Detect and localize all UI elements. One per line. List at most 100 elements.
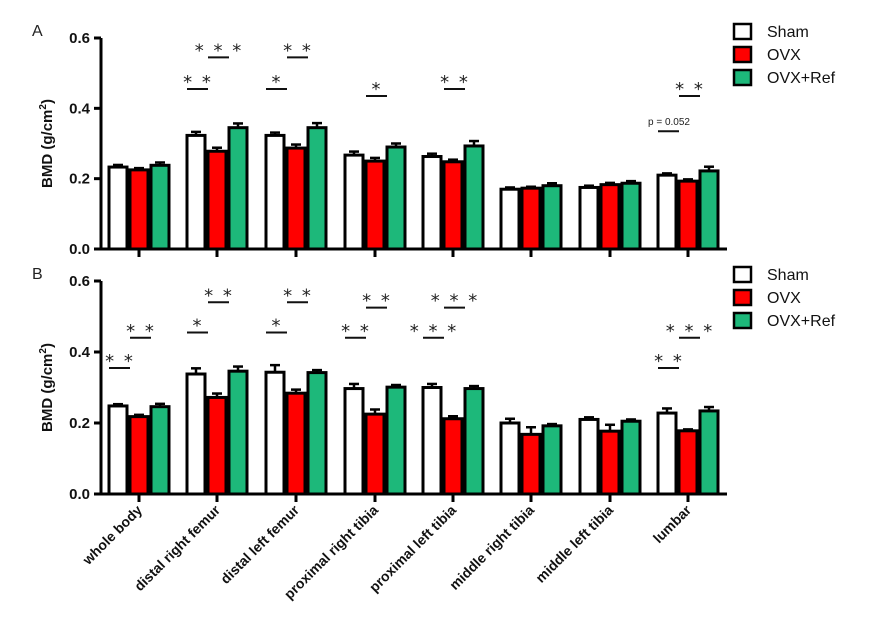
significance-stars: * * * [666, 321, 714, 342]
bar-ovx-ref [541, 424, 563, 496]
bar-ovx-ref [149, 163, 171, 251]
bar-sham [107, 404, 129, 496]
legend-swatch [732, 45, 753, 64]
bar-ovx [442, 417, 464, 496]
bar-ovx [206, 149, 228, 251]
y-tick-label: 0.0 [69, 241, 90, 258]
bar-ovx [677, 179, 699, 251]
legend-swatch [732, 265, 753, 284]
bar-sham [578, 417, 600, 496]
legend: Sham OVX OVX+Ref [732, 265, 836, 330]
significance-stars: * [272, 72, 283, 93]
bar-ovx-ref [227, 369, 249, 496]
y-axis-label-end: ) [39, 343, 56, 348]
bar-ovx-ref [385, 145, 407, 251]
bar-sham [343, 387, 365, 496]
bar-ovx-ref [698, 169, 720, 251]
significance-stars: * * [362, 291, 392, 312]
panel-label: B [32, 266, 43, 283]
significance-stars: * [193, 315, 204, 336]
significance-stars: * * [283, 285, 313, 306]
bar-sham [107, 165, 129, 251]
significance-stars: * * [183, 72, 213, 93]
significance-stars: * * [654, 351, 684, 372]
bar-ovx-ref [698, 409, 720, 496]
x-tick-label: whole body [79, 502, 146, 569]
bar-ovx [128, 415, 150, 496]
legend-label: OVX [767, 290, 801, 307]
legend-label: Sham [767, 24, 809, 41]
significance-stars: * * * [410, 321, 458, 342]
x-tick-label: lumbar [650, 501, 695, 546]
bar-ovx [285, 391, 307, 496]
significance-stars: * [272, 315, 283, 336]
significance-stars: * * [440, 72, 470, 93]
bar-ovx-ref [463, 144, 485, 251]
bar-ovx-ref [227, 126, 249, 251]
bar-ovx [364, 412, 386, 496]
bar-ovx [599, 429, 621, 496]
bar-ovx-ref [306, 126, 328, 251]
bar-ovx-ref [620, 419, 642, 496]
bar-ovx [364, 159, 386, 251]
y-tick-label: 0.4 [69, 344, 91, 361]
bar-sham [499, 187, 521, 251]
bar-ovx [206, 395, 228, 496]
x-tick-label: distal right femur [131, 501, 224, 594]
legend-label: Sham [767, 267, 809, 284]
y-axis-label: BMD (g/cm2) [38, 99, 56, 188]
bar-sham [264, 133, 286, 251]
bar-ovx-ref [306, 371, 328, 496]
y-tick-label: 0.6 [69, 30, 90, 47]
y-tick-label: 0.0 [69, 486, 90, 503]
p-value-label: p = 0.052 [648, 117, 690, 128]
y-tick-label: 0.2 [69, 171, 90, 188]
significance-stars: * * [126, 321, 156, 342]
significance-stars: * * * [431, 291, 479, 312]
panel-label: A [32, 23, 43, 40]
y-tick-label: 0.4 [69, 100, 91, 117]
bar-ovx-ref [463, 387, 485, 496]
y-tick-label: 0.2 [69, 415, 90, 432]
significance-stars: * [372, 79, 383, 100]
bar-ovx [677, 429, 699, 496]
bar-sham [185, 372, 207, 496]
legend-label: OVX+Ref [767, 70, 836, 87]
bar-ovx [520, 432, 542, 496]
bar-sham [499, 421, 521, 496]
legend: Sham OVX OVX+Ref [732, 22, 836, 87]
bar-ovx [520, 186, 542, 251]
significance-stars: * * [675, 79, 705, 100]
significance-stars: * * [283, 40, 313, 61]
bar-sham [343, 153, 365, 251]
bar-ovx [128, 168, 150, 251]
x-tick-label: distal left femur [217, 501, 302, 586]
legend-swatch [732, 288, 753, 307]
legend-swatch [732, 311, 753, 330]
bar-sham [656, 411, 678, 496]
y-axis-label: BMD (g/cm2) [38, 343, 56, 432]
bar-ovx-ref [541, 184, 563, 251]
legend-swatch [732, 22, 753, 41]
significance-stars: * * * [195, 40, 243, 61]
significance-stars: * * [105, 351, 135, 372]
legend-label: OVX+Ref [767, 313, 836, 330]
bar-sham [656, 173, 678, 251]
y-tick-label: 0.6 [69, 273, 90, 290]
significance-stars: * * [341, 321, 371, 342]
x-tick-label: middle right tibia [446, 502, 537, 593]
bar-ovx-ref [385, 385, 407, 496]
legend-label: OVX [767, 47, 801, 64]
bar-sham [578, 185, 600, 251]
legend-swatch [732, 68, 753, 87]
bar-sham [264, 370, 286, 496]
y-axis-label-superscript: 2 [38, 348, 49, 354]
significance-stars: * * [204, 285, 234, 306]
bar-ovx [599, 183, 621, 251]
bar-sham [421, 155, 443, 251]
y-axis-label-superscript: 2 [38, 104, 49, 110]
bar-ovx [442, 160, 464, 251]
